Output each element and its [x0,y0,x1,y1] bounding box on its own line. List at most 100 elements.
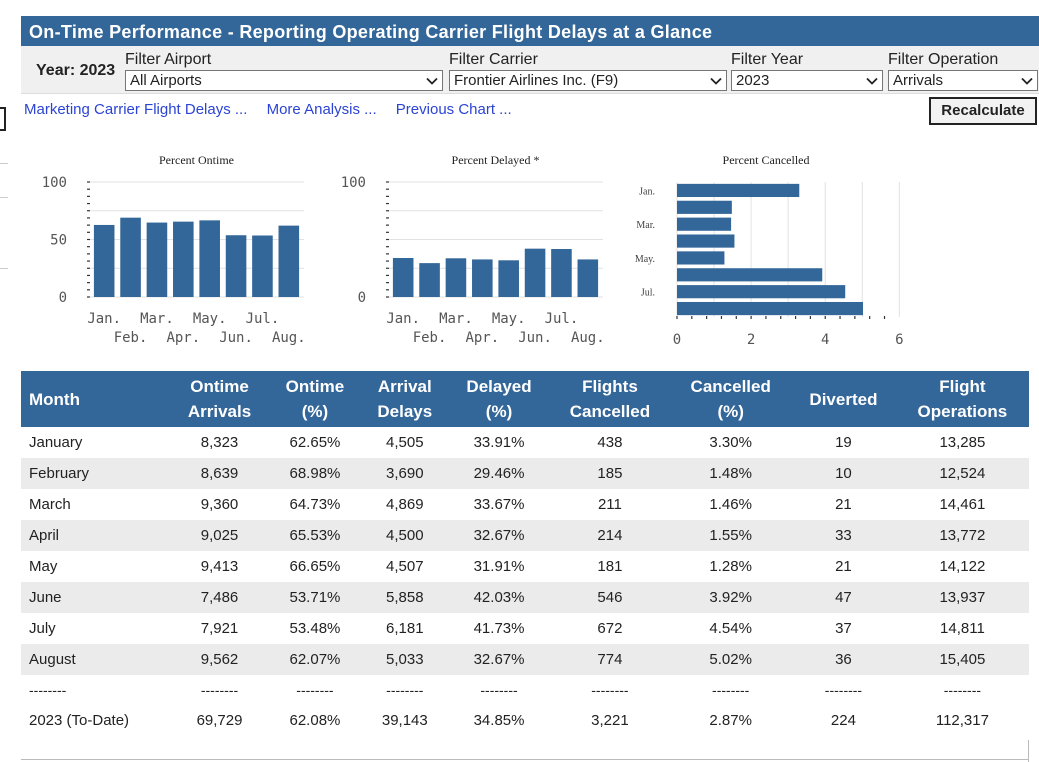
table-cell: 4,505 [386,434,424,451]
ontime-bar-may [199,220,220,297]
table-row: July 7,921 53.48% 6,181 41.73% 672 4.54% 37 14,8… [21,613,1029,644]
edge-divider [0,197,8,198]
year-label: Year: 2023 [36,62,116,79]
table-cell: 9,025 [170,520,269,551]
x-tick-label: 2 [747,332,755,348]
table-cell: -------- [824,682,863,698]
recalculate-button[interactable]: Recalculate [929,97,1037,125]
column-header-text: Arrivals [187,402,252,421]
delayed-bar-mar [445,258,467,297]
table-cell: 181 [597,558,623,575]
row-label-cell: February [21,458,171,489]
page-title: On-Time Performance - Reporting Operatin… [21,16,1039,46]
edge-divider [0,163,8,164]
table-cell: 13,772 [895,520,1029,551]
carrier-select-value: Frontier Airlines Inc. (F9) [454,72,619,89]
table-cell: 672 [597,620,623,637]
table-cell: 9,413 [200,558,239,575]
delayed-bar-aug [577,259,599,297]
table-cell: 14,122 [939,558,986,575]
table-cell: 14,811 [940,620,985,637]
column-header-text: Flights [582,377,638,396]
ontime-bar-aug [278,225,300,297]
table-cell: 39,143 [381,712,428,729]
x-tick-label: Mar. [140,311,174,327]
row-label-cell: May [29,558,58,575]
table-cell: 68.98% [268,458,362,489]
total-row: 2023 (To-Date) 69,729 62.08% 39,143 34.85% 3,… [21,705,1029,757]
previous-chart-link[interactable]: Previous Chart ... [395,101,512,118]
airport-select[interactable]: All Airports [125,70,443,91]
table-bottom-border [21,759,1029,760]
x-tick-label: Feb. [413,330,447,346]
table-cell: 9,360 [200,496,239,513]
ontime-bar-feb [120,217,141,297]
cancelled-bar-apr [677,234,735,248]
delay-table: Month Ontime Arrivals Ontime (%) Arrival Delay… [21,371,1029,757]
column-header: Month [21,371,171,427]
table-cell: -------- [200,682,239,698]
table-cell: 5.02% [670,644,792,675]
column-header: Diverted [791,371,896,427]
ontime-bar-jul [252,235,273,297]
table-row: June 7,486 53.71% 5,858 42.03% 546 3.92% 47 13,9… [21,582,1029,613]
table-cell: 64.73% [289,496,341,513]
x-tick-label: Jan. [87,311,121,327]
table-cell: 53.48% [289,620,341,637]
table-cell: 32.67% [448,644,550,675]
row-label-cell: August [21,644,171,675]
table-cell: 21 [835,558,852,575]
table-cell: 33.91% [473,434,525,451]
table-cell: -------- [712,682,750,698]
cancelled-bar-aug [677,301,864,316]
x-tick-label: 6 [895,332,903,348]
cancelled-bar-jun [677,268,823,282]
x-tick-label: 0 [673,332,681,348]
row-label-cell: January [29,434,83,451]
table-cell: 7,921 [200,620,239,637]
more-analysis-link[interactable]: More Analysis ... [266,101,377,118]
table-cell: 62.07% [268,644,362,675]
table-cell: 69,729 [196,712,243,729]
table-cell: 4,507 [386,558,424,575]
row-label-cell: April [21,520,171,551]
filter-operation: Filter Operation Arrivals [888,50,1038,91]
cancelled-chart-title: Percent Cancelled [723,153,810,167]
chevron-down-icon [866,75,878,87]
row-label-cell: March [29,496,71,513]
table-body: January 8,323 62.65% 4,505 33.91% 438 3.30% 19 1… [21,427,1029,757]
column-header-text: Operations [917,402,1008,421]
delayed-chart-svg: Percent Delayed * 0 100 Jan. Feb. Mar. Apr. May… [341,153,605,346]
ontime-chart-title: Percent Ontime [159,153,234,167]
delayed-chart: Percent Delayed * 0 100 Jan. Feb. Mar. Apr. May… [320,140,620,355]
cancelled-chart-svg: Percent Cancelled 0 2 4 6 Jan. Mar. May. Jul. [635,153,904,348]
table-cell: 13,937 [895,582,1029,613]
delayed-bar-jul [551,249,572,297]
table-cell: 12,524 [895,458,1029,489]
filter-year-caption: Filter Year [731,51,804,68]
table-cell: 2.87% [709,712,752,729]
operation-select[interactable]: Arrivals [888,70,1038,91]
table-row: January 8,323 62.65% 4,505 33.91% 438 3.30% 19 1… [21,427,1029,458]
year-select[interactable]: 2023 [731,70,883,91]
marketing-carrier-link[interactable]: Marketing Carrier Flight Delays ... [24,101,248,118]
carrier-select[interactable]: Frontier Airlines Inc. (F9) [449,70,727,91]
column-header: Arrival Delays [361,371,449,427]
table-cell: 3,690 [361,458,449,489]
cancelled-bar-feb [677,200,732,214]
table-cell: -------- [591,682,629,698]
table-cell: -------- [296,682,334,698]
column-header-text: Arrival [377,377,432,396]
table-cell: 9,562 [170,644,269,675]
chevron-down-icon [710,75,722,87]
y-tick-label: 100 [42,175,67,191]
table-cell: 214 [549,520,671,551]
table-cell: 7,486 [170,582,269,613]
table-cell: -------- [386,682,424,698]
filter-airport-caption: Filter Airport [125,51,212,68]
y-category-label: May. [635,254,655,265]
delayed-bar-feb [419,263,440,297]
table-cell: 3.30% [709,434,752,451]
column-header-text: Ontime [285,377,345,396]
delayed-bar-may [498,260,519,297]
